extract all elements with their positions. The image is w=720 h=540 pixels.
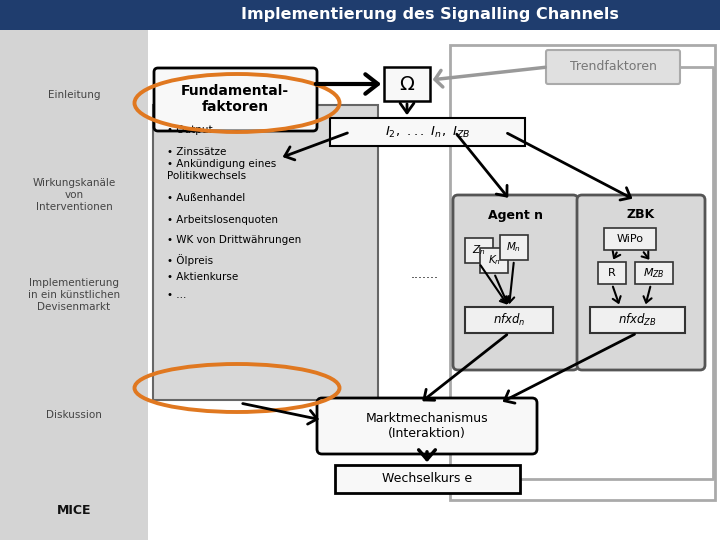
FancyBboxPatch shape [604,228,656,250]
FancyBboxPatch shape [453,195,578,370]
FancyBboxPatch shape [0,30,148,540]
Text: Wechselkurs e: Wechselkurs e [382,472,472,485]
Text: • Zinssätze: • Zinssätze [167,147,226,157]
FancyBboxPatch shape [635,262,673,284]
Text: Diskussion: Diskussion [46,410,102,420]
Text: Trendfaktoren: Trendfaktoren [570,60,657,73]
Text: Wirkungskanäle
von
Interventionen: Wirkungskanäle von Interventionen [32,178,116,212]
Text: • Ölpreis: • Ölpreis [167,254,213,266]
FancyBboxPatch shape [500,235,528,260]
Text: Implementierung
in ein künstlichen
Devisenmarkt: Implementierung in ein künstlichen Devis… [28,279,120,312]
Text: • Arbeitslosenquoten: • Arbeitslosenquoten [167,215,278,225]
FancyBboxPatch shape [317,398,537,454]
Text: • Ankündigung eines
Politikwechsels: • Ankündigung eines Politikwechsels [167,159,276,181]
FancyBboxPatch shape [465,307,553,333]
FancyBboxPatch shape [598,262,626,284]
Text: MICE: MICE [57,503,91,516]
FancyBboxPatch shape [384,67,430,101]
FancyBboxPatch shape [330,118,525,146]
FancyBboxPatch shape [465,238,493,263]
Text: • Output: • Output [167,125,212,135]
Text: R: R [608,268,616,278]
Text: • Außenhandel: • Außenhandel [167,193,246,203]
Text: Einleitung: Einleitung [48,90,100,100]
FancyBboxPatch shape [480,248,508,273]
Text: • WK von Drittwährungen: • WK von Drittwährungen [167,235,301,245]
Text: Agent n: Agent n [487,208,542,221]
Text: $nfxd_{ZB}$: $nfxd_{ZB}$ [618,312,657,328]
Text: .......: ....... [411,268,439,281]
Text: ZBK: ZBK [627,208,655,221]
FancyBboxPatch shape [546,50,680,84]
FancyBboxPatch shape [153,105,378,400]
FancyBboxPatch shape [148,30,720,540]
Text: WiPo: WiPo [616,234,644,244]
Text: $I_2,\ ...\ I_n,\ I_{ZB}$: $I_2,\ ...\ I_n,\ I_{ZB}$ [385,124,471,139]
Text: $K_n$: $K_n$ [487,253,500,267]
Text: Marktmechanismus
(Interaktion): Marktmechanismus (Interaktion) [366,412,488,440]
Text: $M_{ZB}$: $M_{ZB}$ [643,266,665,280]
Text: $Z_n$: $Z_n$ [472,243,486,257]
Text: • Aktienkurse: • Aktienkurse [167,272,238,282]
Text: Ω: Ω [400,75,415,93]
Text: $M_n$: $M_n$ [506,240,521,254]
FancyBboxPatch shape [335,465,520,493]
FancyBboxPatch shape [154,68,317,131]
Text: $nfxd_n$: $nfxd_n$ [492,312,526,328]
FancyBboxPatch shape [590,307,685,333]
Text: • ...: • ... [167,290,186,300]
Text: Implementierung des Signalling Channels: Implementierung des Signalling Channels [241,8,619,23]
FancyBboxPatch shape [0,0,720,30]
FancyBboxPatch shape [577,195,705,370]
Text: Fundamental-
faktoren: Fundamental- faktoren [181,84,289,114]
